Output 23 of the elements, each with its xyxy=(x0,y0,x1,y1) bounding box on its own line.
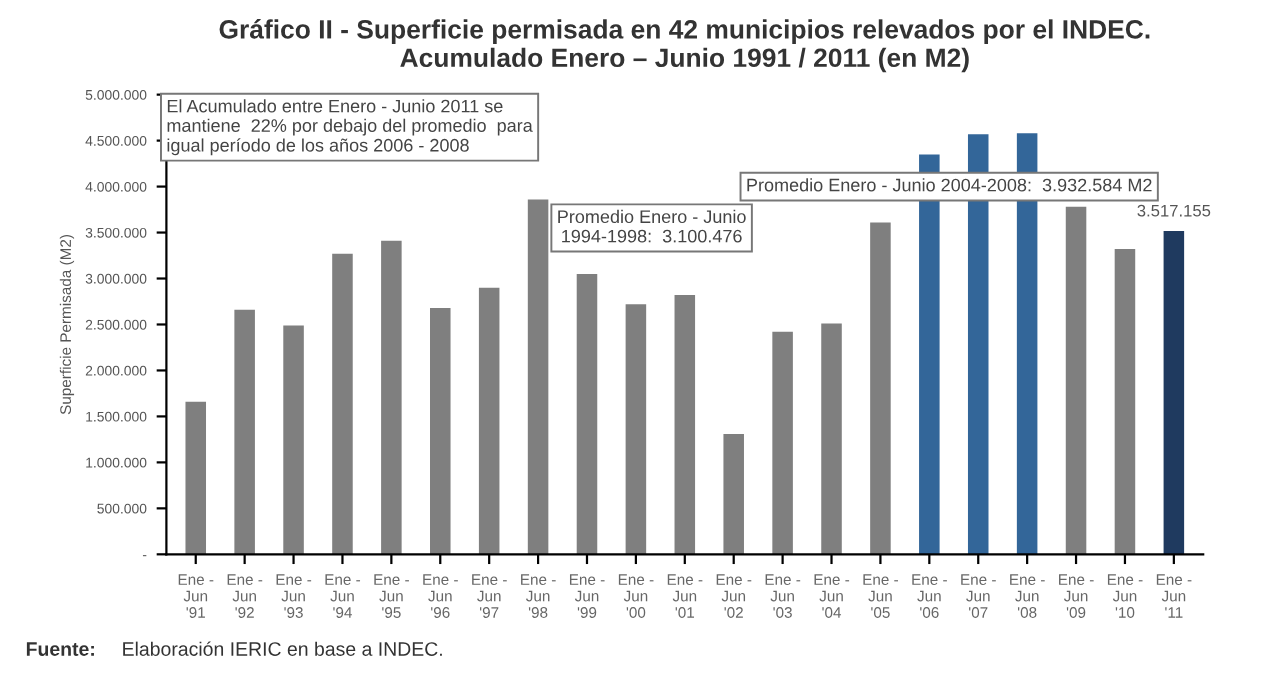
bar xyxy=(332,253,353,555)
bar xyxy=(723,433,744,555)
bar xyxy=(381,240,402,555)
bar xyxy=(430,307,451,555)
bar xyxy=(478,287,500,555)
bar xyxy=(1065,206,1087,555)
annotation: Promedio Enero - Junio 2004-2008: 3.932.584 M2 xyxy=(747,178,1152,192)
chart-title: Gráfico II - Superficie permisada en 42 municipios relevados por el INDEC. Acumulado Enero – Junio 1991 / 2011 (en M2) xyxy=(219,19,1150,73)
annotation: Promedio Enero - Junio 1994-1998: 3.100.476 xyxy=(558,209,746,243)
bar xyxy=(185,401,207,555)
bar xyxy=(821,323,842,555)
bar xyxy=(234,309,255,555)
bar xyxy=(772,331,793,555)
bar xyxy=(283,325,304,555)
text: Fuente: Elaboración IERIC en base a INDEC. xyxy=(26,641,442,656)
annotation: El Acumulado entre Enero - Junio 2011 se mantiene 22% por debajo del promedio para igual período de los años 2006 - 2008 xyxy=(167,99,533,156)
bar xyxy=(625,304,647,555)
bar xyxy=(1163,230,1185,555)
bar xyxy=(870,222,891,555)
bar xyxy=(674,295,696,555)
bar xyxy=(1114,249,1136,555)
bar xyxy=(576,273,598,555)
data-label: 3.517.155 xyxy=(1137,204,1211,217)
